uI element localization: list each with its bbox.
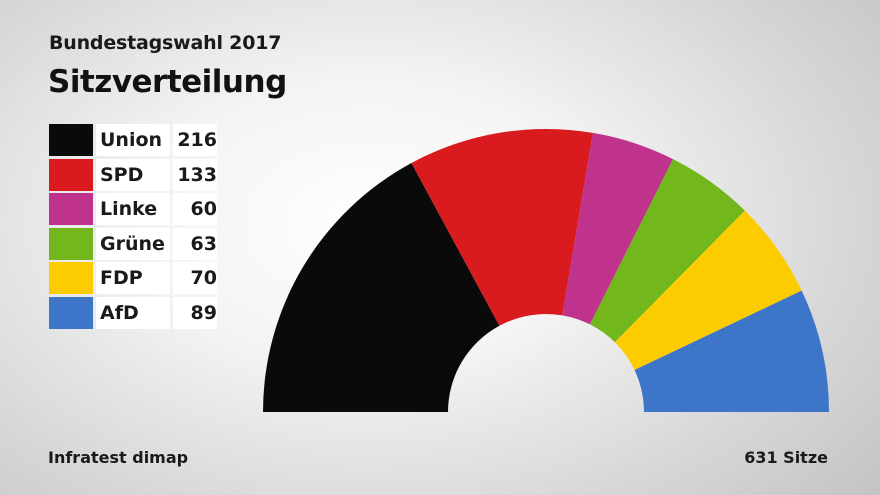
legend-item: Union 216: [49, 123, 217, 158]
legend-seat-count: 133: [173, 158, 217, 191]
legend-item: Grüne 63: [49, 227, 217, 262]
legend-item: Linke 60: [49, 192, 217, 227]
hemicycle-segment-gr-ne: [589, 159, 745, 343]
legend-seat-count: 60: [173, 193, 217, 226]
hemicycle-segment-fdp: [614, 210, 802, 370]
legend-item: FDP 70: [49, 261, 217, 296]
legend-swatch: [49, 262, 93, 295]
legend-swatch: [49, 227, 93, 260]
legend-item: SPD 133: [49, 158, 217, 193]
legend-swatch: [49, 158, 93, 191]
chart-title: Sitzverteilung: [48, 64, 287, 100]
legend-party-name: Grüne: [96, 227, 170, 260]
legend-party-name: Linke: [96, 193, 170, 226]
hemicycle-segment-linke: [562, 132, 674, 325]
legend-party-name: Union: [96, 124, 170, 157]
chart-supertitle: Bundestagswahl 2017: [49, 32, 282, 54]
source-label: Infratest dimap: [48, 448, 189, 467]
total-seats-label: 631 Sitze: [744, 448, 828, 467]
legend-seat-count: 89: [173, 296, 217, 329]
legend-seat-count: 216: [173, 124, 217, 157]
hemicycle-segment-afd: [634, 290, 829, 412]
legend-item: AfD 89: [49, 296, 217, 331]
legend-swatch: [49, 124, 93, 157]
legend-seat-count: 70: [173, 262, 217, 295]
legend-party-name: FDP: [96, 262, 170, 295]
legend-swatch: [49, 296, 93, 329]
legend: Union 216 SPD 133 Linke 60 Grüne 63 FDP 70 AfD 89: [49, 123, 217, 330]
legend-party-name: SPD: [96, 158, 170, 191]
hemicycle-segment-spd: [411, 129, 593, 326]
legend-swatch: [49, 193, 93, 226]
legend-party-name: AfD: [96, 296, 170, 329]
legend-seat-count: 63: [173, 227, 217, 260]
hemicycle-segment-union: [263, 163, 500, 412]
